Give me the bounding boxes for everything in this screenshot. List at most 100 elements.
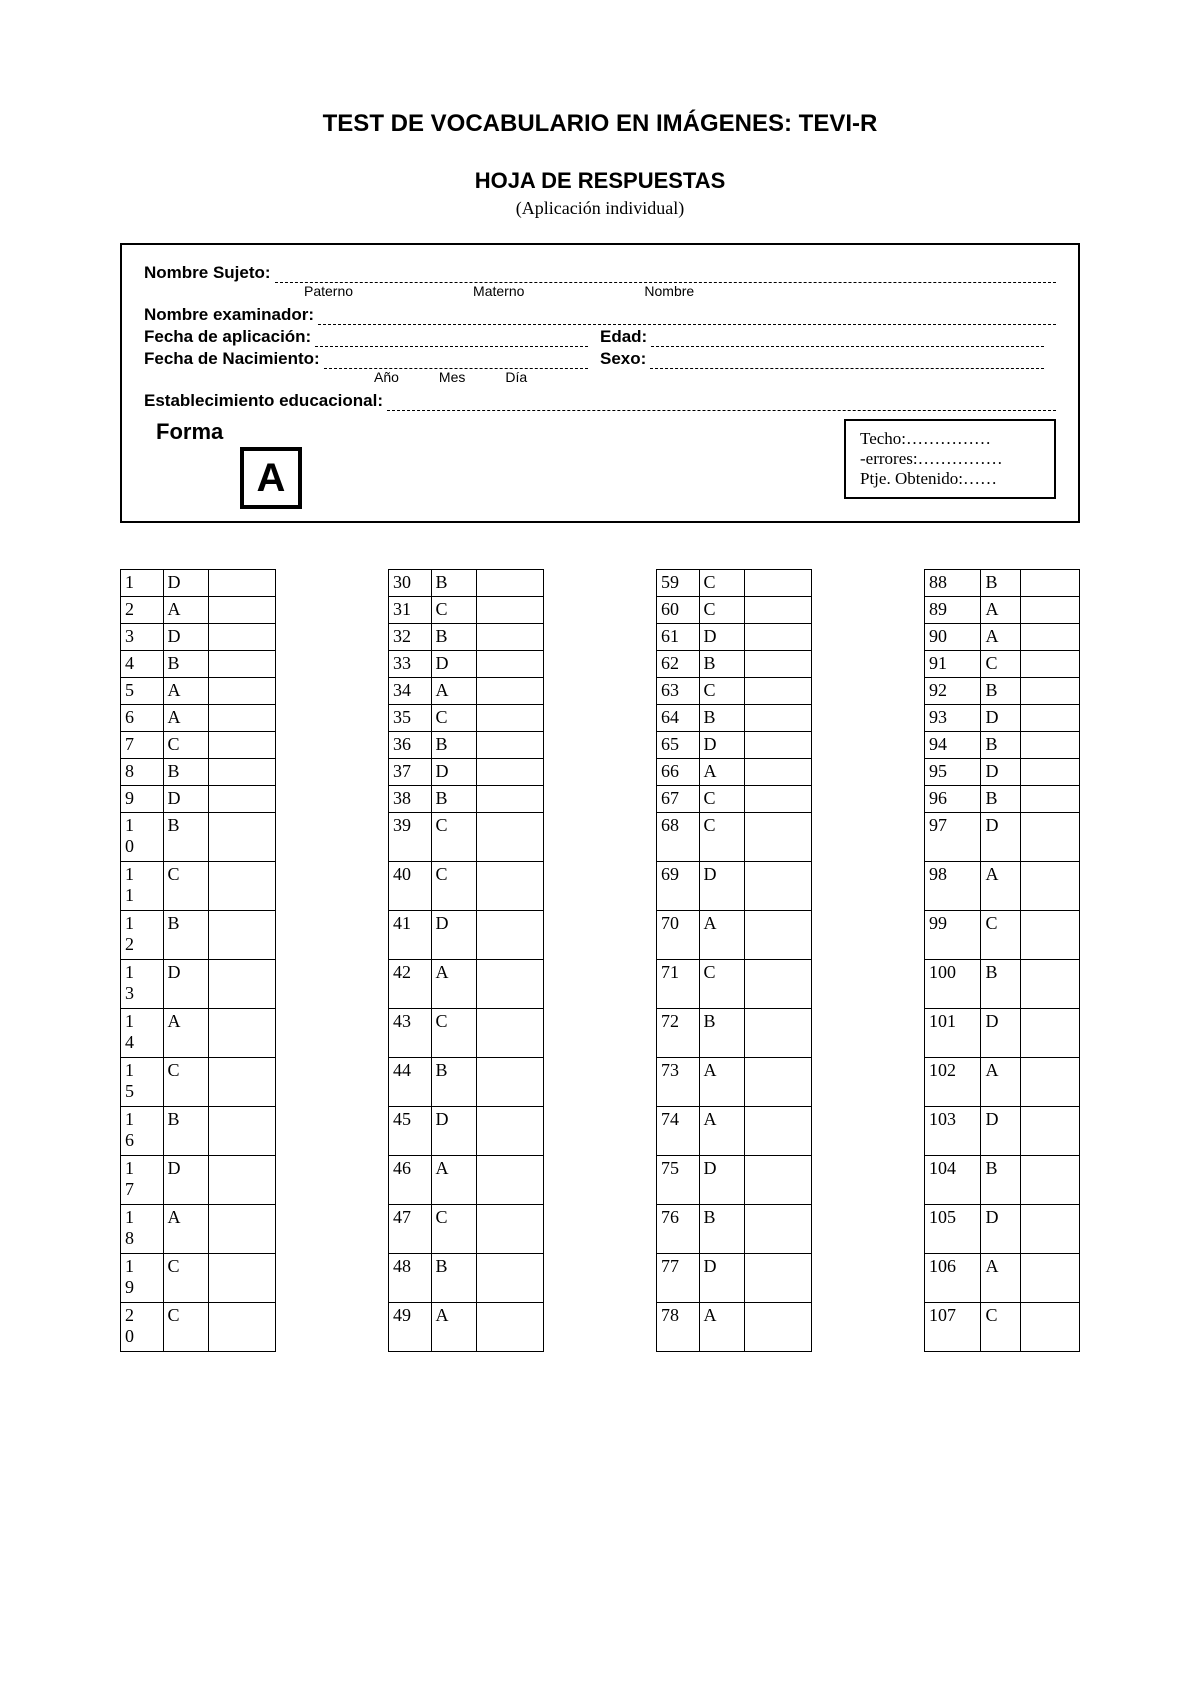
field-sexo[interactable] (650, 354, 1044, 369)
answer-row: 9D (121, 786, 276, 813)
field-fecha-aplicacion[interactable] (315, 332, 588, 347)
answer-blank[interactable] (744, 1254, 811, 1303)
answer-blank[interactable] (208, 1156, 275, 1205)
answer-blank[interactable] (208, 960, 275, 1009)
answer-blank[interactable] (744, 1303, 811, 1352)
answer-blank[interactable] (1021, 759, 1080, 786)
answer-blank[interactable] (744, 570, 811, 597)
answer-letter: B (163, 911, 208, 960)
answer-blank[interactable] (1021, 732, 1080, 759)
field-establecimiento[interactable] (387, 396, 1056, 411)
answer-blank[interactable] (208, 1303, 275, 1352)
answer-letter: B (431, 570, 476, 597)
answer-blank[interactable] (208, 911, 275, 960)
answer-number: 14 (121, 1009, 164, 1058)
answer-blank[interactable] (476, 732, 543, 759)
answer-blank[interactable] (1021, 678, 1080, 705)
answer-blank[interactable] (1021, 786, 1080, 813)
answer-blank[interactable] (744, 862, 811, 911)
answer-blank[interactable] (208, 570, 275, 597)
answer-row: 43C (389, 1009, 544, 1058)
answer-blank[interactable] (208, 1205, 275, 1254)
answer-blank[interactable] (1021, 1107, 1080, 1156)
answer-blank[interactable] (1021, 1009, 1080, 1058)
answer-blank[interactable] (476, 624, 543, 651)
answer-blank[interactable] (476, 1107, 543, 1156)
answer-blank[interactable] (1021, 911, 1080, 960)
answer-blank[interactable] (744, 624, 811, 651)
answer-blank[interactable] (744, 1107, 811, 1156)
answer-blank[interactable] (1021, 813, 1080, 862)
answer-blank[interactable] (744, 705, 811, 732)
answer-blank[interactable] (744, 1058, 811, 1107)
answer-blank[interactable] (476, 705, 543, 732)
field-examinador[interactable] (318, 310, 1056, 325)
answer-blank[interactable] (208, 759, 275, 786)
answer-letter: D (699, 732, 744, 759)
answer-blank[interactable] (476, 911, 543, 960)
answer-blank[interactable] (744, 786, 811, 813)
answer-blank[interactable] (1021, 1254, 1080, 1303)
answer-blank[interactable] (208, 862, 275, 911)
answer-blank[interactable] (476, 759, 543, 786)
answer-row: 36B (389, 732, 544, 759)
answer-blank[interactable] (1021, 1058, 1080, 1107)
answer-blank[interactable] (476, 1303, 543, 1352)
answer-blank[interactable] (476, 1205, 543, 1254)
answer-blank[interactable] (476, 1254, 543, 1303)
answer-blank[interactable] (476, 1058, 543, 1107)
answer-blank[interactable] (208, 624, 275, 651)
answer-blank[interactable] (208, 705, 275, 732)
answer-blank[interactable] (476, 862, 543, 911)
answer-blank[interactable] (744, 1009, 811, 1058)
answer-blank[interactable] (208, 1009, 275, 1058)
answer-letter: D (981, 1009, 1021, 1058)
answer-blank[interactable] (744, 813, 811, 862)
answer-blank[interactable] (476, 1009, 543, 1058)
answer-blank[interactable] (1021, 597, 1080, 624)
answer-blank[interactable] (744, 911, 811, 960)
answer-blank[interactable] (208, 1058, 275, 1107)
answer-blank[interactable] (208, 813, 275, 862)
answer-number: 41 (389, 911, 432, 960)
answer-blank[interactable] (744, 732, 811, 759)
answer-blank[interactable] (476, 960, 543, 1009)
answer-blank[interactable] (1021, 1156, 1080, 1205)
answer-blank[interactable] (476, 570, 543, 597)
answer-row: 66A (657, 759, 812, 786)
answer-blank[interactable] (476, 651, 543, 678)
field-nombre-sujeto[interactable] (275, 268, 1056, 283)
answer-blank[interactable] (744, 678, 811, 705)
answer-blank[interactable] (208, 786, 275, 813)
answer-blank[interactable] (208, 732, 275, 759)
answer-blank[interactable] (208, 1254, 275, 1303)
answer-blank[interactable] (744, 960, 811, 1009)
answer-blank[interactable] (1021, 705, 1080, 732)
answer-blank[interactable] (744, 759, 811, 786)
answer-blank[interactable] (476, 1156, 543, 1205)
field-fecha-nacimiento[interactable] (324, 354, 588, 369)
answer-blank[interactable] (208, 1107, 275, 1156)
answer-blank[interactable] (1021, 624, 1080, 651)
answer-blank[interactable] (744, 1205, 811, 1254)
answer-row: 76B (657, 1205, 812, 1254)
answer-blank[interactable] (744, 651, 811, 678)
answer-blank[interactable] (1021, 960, 1080, 1009)
answer-letter: C (699, 786, 744, 813)
answer-blank[interactable] (476, 597, 543, 624)
answer-blank[interactable] (208, 678, 275, 705)
answer-blank[interactable] (1021, 1303, 1080, 1352)
answer-blank[interactable] (744, 597, 811, 624)
answer-blank[interactable] (476, 678, 543, 705)
answer-blank[interactable] (1021, 1205, 1080, 1254)
answer-blank[interactable] (744, 1156, 811, 1205)
answer-blank[interactable] (476, 813, 543, 862)
answer-blank[interactable] (208, 651, 275, 678)
answer-blank[interactable] (476, 786, 543, 813)
answer-blank[interactable] (1021, 570, 1080, 597)
answer-blank[interactable] (208, 597, 275, 624)
answer-number: 72 (657, 1009, 700, 1058)
answer-blank[interactable] (1021, 651, 1080, 678)
field-edad[interactable] (651, 332, 1044, 347)
answer-blank[interactable] (1021, 862, 1080, 911)
